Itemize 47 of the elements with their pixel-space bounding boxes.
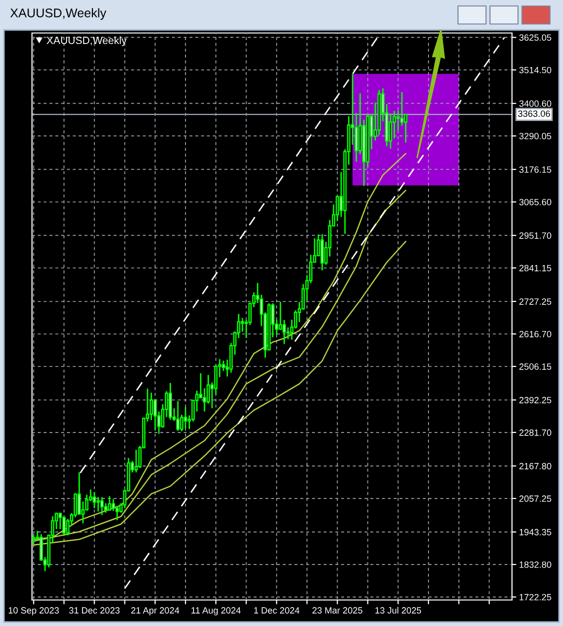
y-tick-label: 3290.05 [519, 132, 552, 140]
x-tick-label: 13 Jul 2025 [375, 606, 422, 614]
y-tick-label: 2841.15 [519, 264, 552, 272]
candlestick [100, 496, 104, 516]
candlestick [108, 495, 112, 512]
y-tick-label: 3065.60 [519, 198, 552, 206]
candlestick [58, 512, 62, 530]
candlestick [320, 233, 324, 272]
candlestick [96, 496, 100, 512]
y-tick-label: 3625.05 [519, 34, 552, 41]
candlestick [282, 319, 286, 345]
candlestick [32, 534, 36, 546]
candlestick [278, 301, 282, 330]
y-tick-label: 2057.25 [519, 495, 552, 502]
candlestick [150, 392, 153, 421]
x-tick-label: 10 Sep 2023 [8, 607, 59, 616]
x-tick-label: 21 Apr 2024 [131, 607, 180, 616]
candlestick [168, 382, 172, 420]
y-tick-label: 1832.80 [520, 561, 552, 568]
x-tick-label: 23 Mar 2025 [312, 607, 362, 614]
candlestick [134, 449, 138, 474]
y-tick-label: 3514.50 [519, 66, 552, 74]
y-tick-label: 2951.70 [519, 232, 552, 239]
candlestick [62, 516, 66, 536]
y-tick-label: 2281.70 [519, 429, 552, 436]
candlestick [388, 112, 392, 150]
y-tick-label: 2167.80 [519, 462, 552, 470]
line-series [33, 240, 406, 546]
x-tick-label: 31 Dec 2023 [69, 607, 120, 614]
chart-subtitle: XAUUSD,Weekly [46, 36, 127, 46]
x-tick-label: 1 Dec 2024 [254, 607, 300, 614]
y-tick-label: 1943.35 [520, 528, 552, 536]
y-tick-label: 2727.25 [519, 298, 552, 305]
y-tick-label: 3176.15 [519, 166, 552, 173]
chart-title: XAUUSD,Weekly [10, 8, 106, 20]
y-tick-label: 2392.25 [519, 396, 552, 404]
candlestick [92, 491, 96, 509]
y-tick-label: 2506.15 [519, 363, 552, 370]
candlestick [400, 91, 404, 126]
candlestick [202, 388, 206, 412]
y-tick-label: 1722.25 [520, 594, 552, 600]
ref-line-label: 3363.06 [518, 110, 550, 117]
y-tick-label: 2616.70 [519, 330, 552, 338]
candlestick [184, 406, 188, 430]
x-tick-label: 11 Aug 2024 [192, 607, 241, 616]
y-tick-label: 3400.60 [519, 100, 552, 107]
candlestick [176, 400, 180, 432]
